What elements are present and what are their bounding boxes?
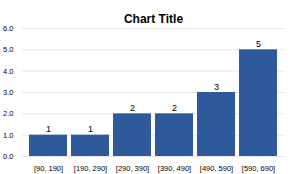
svg-text:3.0: 3.0 (3, 88, 13, 97)
svg-text:[190, 290]: [190, 290] (74, 164, 107, 173)
svg-text:1: 1 (88, 124, 93, 134)
svg-text:[90, 190]: [90, 190] (34, 164, 63, 173)
svg-text:[490, 590]: [490, 590] (200, 164, 233, 173)
svg-text:[590, 690]: [590, 690] (242, 164, 275, 173)
svg-text:[390, 490]: [390, 490] (158, 164, 191, 173)
svg-text:4.0: 4.0 (3, 67, 13, 76)
svg-text:1.0: 1.0 (3, 131, 13, 140)
svg-text:[290, 390]: [290, 390] (116, 164, 149, 173)
svg-text:5.0: 5.0 (3, 45, 13, 54)
svg-text:5: 5 (256, 39, 261, 49)
svg-text:1: 1 (46, 124, 51, 134)
svg-text:6.0: 6.0 (3, 24, 13, 33)
svg-text:2: 2 (172, 103, 177, 113)
svg-text:Chart Title: Chart Title (124, 12, 183, 26)
svg-text:3: 3 (214, 82, 219, 92)
svg-text:2.0: 2.0 (3, 109, 13, 118)
svg-text:2: 2 (130, 103, 135, 113)
svg-text:0.0: 0.0 (3, 152, 13, 161)
